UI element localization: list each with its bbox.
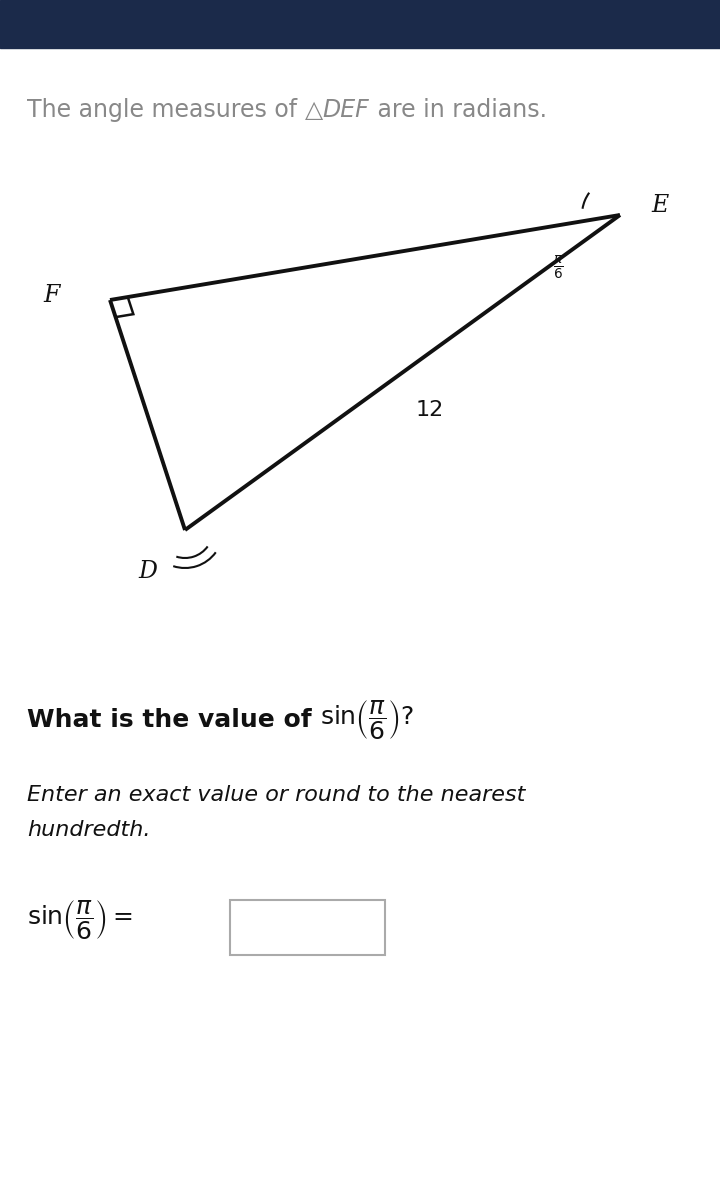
Text: E: E [652,194,669,217]
Text: What is the value of: What is the value of [27,708,320,732]
Text: 12: 12 [416,400,444,420]
Text: $\frac{\pi}{6}$: $\frac{\pi}{6}$ [553,254,563,282]
Bar [0,0,720,48]
Text: Enter an exact value or round to the nearest: Enter an exact value or round to the nea… [27,785,526,805]
Text: $\mathrm{sin}\left(\dfrac{\pi}{6}\right) =$: $\mathrm{sin}\left(\dfrac{\pi}{6}\right)… [27,898,132,942]
Text: DEF: DEF [323,98,369,122]
Text: hundredth.: hundredth. [27,819,150,840]
Text: △: △ [305,98,323,122]
Text: are in radians.: are in radians. [369,98,546,122]
Text: F: F [44,284,60,307]
Text: The angle measures of: The angle measures of [27,98,305,122]
Text: $\mathrm{sin}\left(\dfrac{\pi}{6}\right)$?: $\mathrm{sin}\left(\dfrac{\pi}{6}\right)… [320,698,414,742]
FancyBboxPatch shape [230,900,385,955]
Text: D: D [138,561,158,583]
